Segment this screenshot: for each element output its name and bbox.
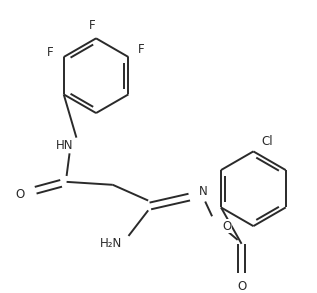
Text: Cl: Cl [261,135,273,148]
Text: O: O [222,220,231,233]
Text: N: N [199,185,208,198]
Text: F: F [47,46,53,59]
Text: H₂N: H₂N [100,237,122,250]
Text: F: F [138,43,145,56]
Text: O: O [237,280,246,293]
Text: F: F [89,19,95,32]
Text: HN: HN [56,139,73,152]
Text: O: O [16,188,25,201]
